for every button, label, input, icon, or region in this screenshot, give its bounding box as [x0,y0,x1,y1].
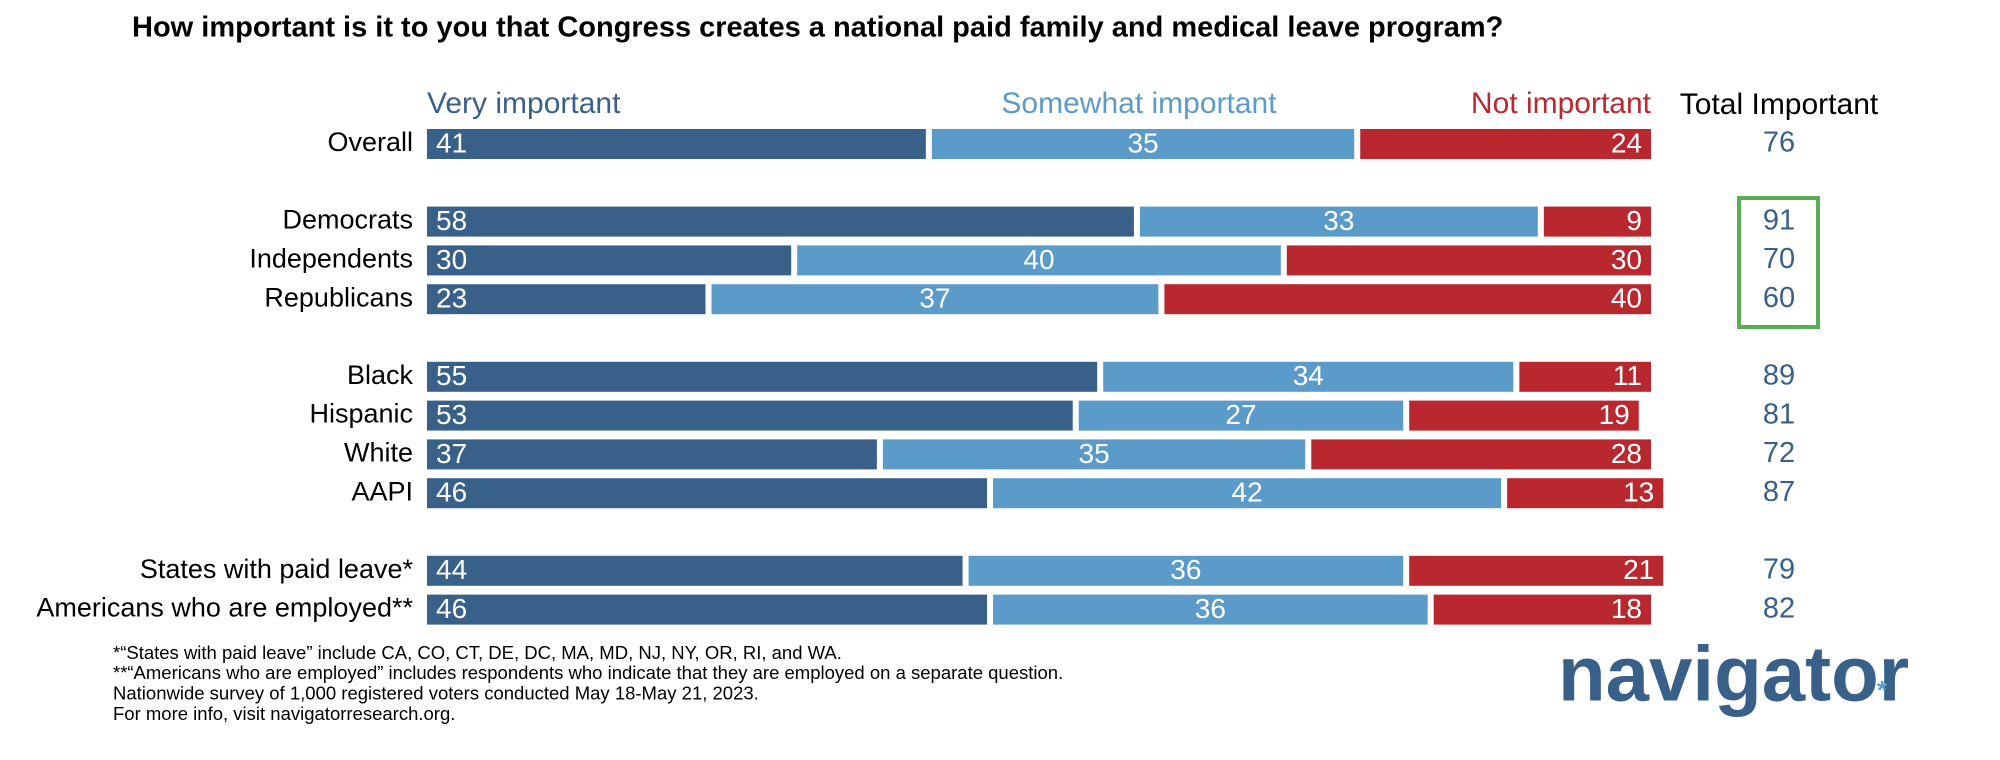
bar-segment [427,361,1098,392]
value-label: 30 [1611,244,1642,275]
total-value: 82 [1763,592,1795,624]
bar-segment [1409,555,1664,586]
value-label: 33 [1323,205,1354,236]
bar-segment [1078,400,1404,431]
total-value: 89 [1763,359,1795,391]
value-label: 24 [1611,127,1642,158]
category-label: AAPI [351,476,413,506]
footnote: Nationwide survey of 1,000 registered vo… [113,682,759,703]
bar-segment [1433,594,1651,625]
bar-segment [1139,206,1538,237]
category-label: Americans who are employed** [36,593,413,623]
total-value: 91 [1763,204,1795,236]
value-label: 34 [1293,360,1324,391]
bar-segment [1409,400,1639,431]
value-label: 23 [436,283,467,314]
bar-segment [1543,206,1651,237]
bar-segment [427,478,988,509]
value-label: 37 [919,283,950,314]
bar-segment [1519,361,1651,392]
value-label: 19 [1599,399,1630,430]
footnote: *“States with paid leave” include CA, CO… [113,642,842,663]
value-label: 9 [1626,205,1642,236]
value-label: 40 [1611,283,1642,314]
category-label: White [344,438,413,468]
bar-segment [427,245,792,276]
bar-segment [427,206,1134,237]
value-label: 36 [1170,554,1201,585]
total-value: 76 [1763,127,1795,159]
value-label: 41 [436,127,467,158]
bar-segment [1286,245,1651,276]
value-label: 37 [436,438,467,469]
value-label: 42 [1232,477,1263,508]
bar-segment [427,439,877,470]
value-label: 11 [1613,360,1642,391]
total-value: 81 [1763,398,1795,430]
bar-segment [1360,129,1651,159]
bar-segment [797,245,1281,276]
bar-segment [931,129,1355,159]
value-label: 46 [436,593,467,624]
bar-segment [1311,439,1651,470]
value-label: 44 [436,554,467,585]
legend-label: Very important [427,87,621,120]
footnote: For more info, visit navigatorresearch.o… [113,703,455,724]
total-value: 79 [1763,553,1795,585]
logo: navigator [1558,630,1909,718]
value-label: 21 [1623,554,1654,585]
value-label: 36 [1195,593,1226,624]
bar-segment [882,439,1306,470]
legend-label: Somewhat important [1001,87,1277,120]
value-label: 35 [1079,438,1110,469]
value-label: 18 [1611,593,1642,624]
value-label: 46 [436,477,467,508]
category-label: Hispanic [309,399,413,429]
bar-segment [968,555,1404,586]
value-label: 53 [436,399,467,430]
totals-header: Total Important [1680,88,1879,121]
category-label: Republicans [264,282,413,312]
total-value: 72 [1763,437,1795,469]
logo-mark: * [1877,675,1888,705]
bar-segment [427,284,706,315]
total-value: 70 [1763,243,1795,275]
bar-segment [427,400,1073,431]
bar-segment [1103,361,1514,392]
bar-segment [427,555,963,586]
bar-segment [427,129,926,159]
bar-segment [993,594,1428,625]
footnote: **“Americans who are employed” includes … [113,662,1063,683]
value-label: 13 [1623,477,1654,508]
value-label: 58 [436,205,467,236]
highlight-box [1737,196,1820,329]
bar-segment [993,478,1502,509]
bar-segment [427,594,988,625]
category-label: Independents [249,244,413,274]
category-label: Overall [327,127,413,157]
bar-segment [711,284,1159,315]
value-label: 35 [1127,127,1158,158]
total-value: 87 [1763,476,1795,508]
bar-segment [1164,284,1651,315]
total-value: 60 [1763,282,1795,314]
value-label: 55 [436,360,467,391]
value-label: 27 [1225,399,1256,430]
value-label: 30 [436,244,467,275]
legend-label: Not important [1471,87,1652,120]
chart-title: How important is it to you that Congress… [132,12,1503,44]
value-label: 28 [1611,438,1642,469]
category-label: States with paid leave* [140,554,414,584]
category-label: Democrats [282,205,413,235]
bar-segment [1507,478,1664,509]
value-label: 40 [1023,244,1054,275]
category-label: Black [347,360,414,390]
